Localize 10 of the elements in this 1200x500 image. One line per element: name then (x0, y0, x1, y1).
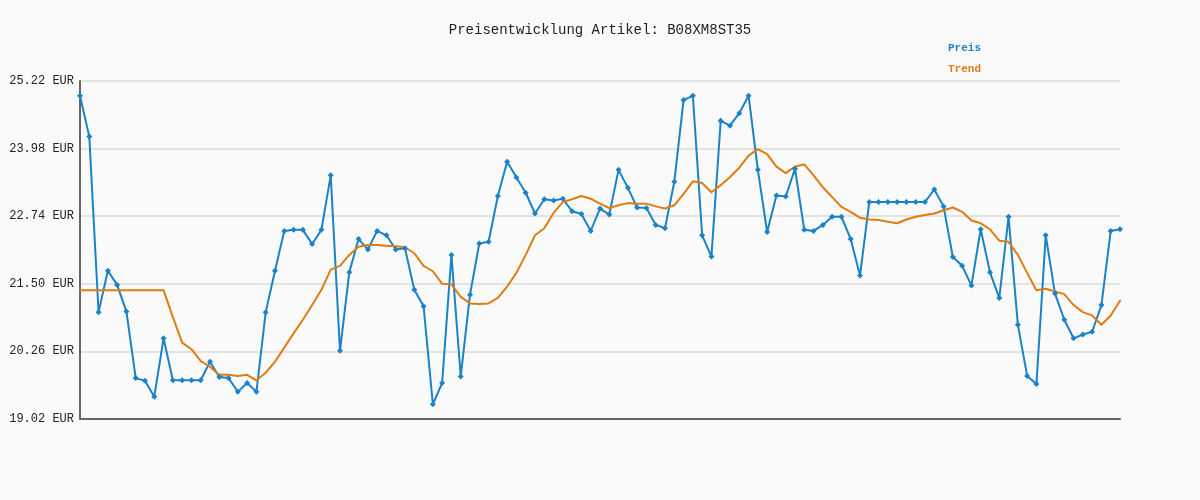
y-tick-label: 19.02 EUR (9, 412, 74, 426)
y-tick-label: 21.50 EUR (9, 276, 74, 291)
text: Trend (948, 62, 982, 75)
line-series (79, 148, 1121, 382)
chart-title: Preisentwicklung Artikel: B08XM8ST35 (448, 22, 752, 38)
y-tick-label: 22.74 EUR (9, 209, 74, 224)
y-tick-label: 23.98 EUR (9, 141, 74, 156)
y-tick-label: 25.22 EUR (9, 74, 74, 88)
y-tick-label: 20.26 EUR (9, 344, 74, 359)
text: Preis (948, 42, 982, 54)
